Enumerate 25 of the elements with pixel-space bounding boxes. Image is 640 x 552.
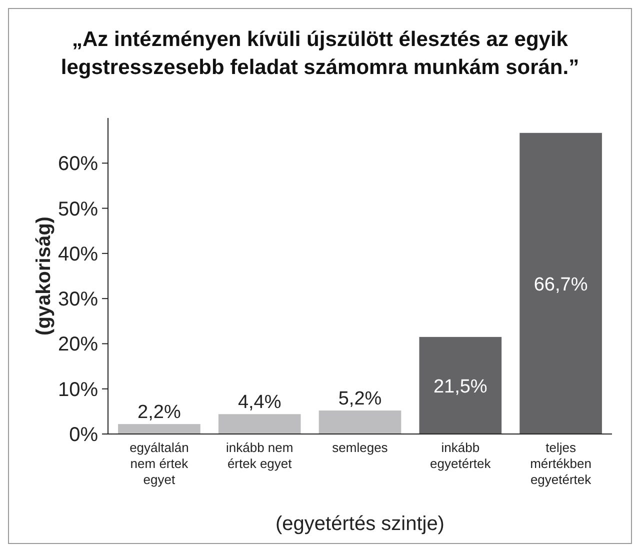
- y-tick-label: 40%: [58, 243, 98, 266]
- y-axis-title: (gyakoriság): [33, 216, 55, 336]
- bar: [419, 336, 502, 434]
- data-label: 5,2%: [338, 388, 382, 410]
- x-tick-label: inkább nem értek egyet: [226, 440, 294, 471]
- y-tick-label: 20%: [58, 334, 98, 356]
- x-tick-label: teljes mértékben egyetértek: [530, 440, 592, 487]
- x-tick-label: semleges: [332, 440, 388, 455]
- data-label: 66,7%: [534, 274, 588, 296]
- data-label: 4,4%: [238, 392, 282, 414]
- data-label: 2,2%: [138, 402, 181, 424]
- x-axis-title: (egyetértés szintje): [276, 513, 444, 535]
- y-tick-label: 50%: [58, 198, 98, 220]
- y-tick-label: 60%: [58, 153, 98, 176]
- chart-title: „Az intézményen kívüli újszülött élesztés az egyik legstresszesebb feladat számomra munkám során.”: [60, 28, 580, 79]
- y-tick-label: 0%: [69, 424, 98, 446]
- x-tick-label: egyáltalán nem értek egyet: [130, 440, 189, 487]
- y-tick-label: 10%: [58, 378, 98, 401]
- y-tick-label: 30%: [58, 288, 98, 311]
- bar: [520, 132, 602, 434]
- data-label: 21,5%: [433, 376, 488, 398]
- bar: [218, 414, 301, 434]
- bar: [318, 410, 402, 434]
- x-tick-label: inkább egyetértek: [430, 440, 492, 471]
- bar: [118, 424, 200, 434]
